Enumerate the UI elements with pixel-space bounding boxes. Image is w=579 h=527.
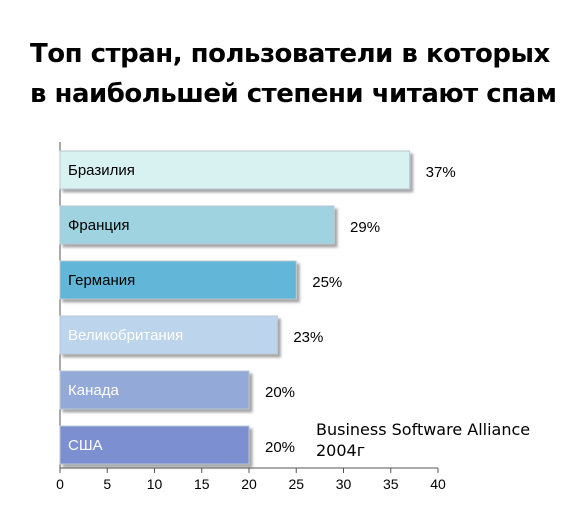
bar-category-label-5: Канада <box>68 382 119 399</box>
bar-category-label-6: США <box>68 437 103 454</box>
bar-value-label-2: 29% <box>350 219 380 236</box>
x-tick-label-30: 30 <box>336 476 352 492</box>
x-tick-label-10: 10 <box>147 476 163 492</box>
bar-value-label-5: 20% <box>265 384 295 401</box>
bar-value-label-3: 25% <box>312 274 342 291</box>
x-tick-label-20: 20 <box>241 476 257 492</box>
x-tick-label-25: 25 <box>288 476 304 492</box>
bar-category-label-4: Великобритания <box>68 327 183 344</box>
source-line-1: Business Software Alliance <box>316 419 530 440</box>
bar-value-label-4: 23% <box>293 329 323 346</box>
x-tick-label-15: 15 <box>194 476 210 492</box>
source-note: Business Software Alliance 2004г <box>316 419 530 461</box>
bar-category-label-2: Франция <box>68 217 129 234</box>
x-tick-label-40: 40 <box>430 476 446 492</box>
bar-category-label-3: Германия <box>68 272 135 289</box>
x-tick-label-35: 35 <box>383 476 399 492</box>
bar-category-label-1: Бразилия <box>68 162 135 179</box>
bar-value-label-1: 37% <box>426 164 456 181</box>
x-tick-label-0: 0 <box>56 476 64 492</box>
x-tick-label-5: 5 <box>103 476 111 492</box>
source-line-2: 2004г <box>316 440 530 461</box>
bar-value-label-6: 20% <box>265 439 295 456</box>
